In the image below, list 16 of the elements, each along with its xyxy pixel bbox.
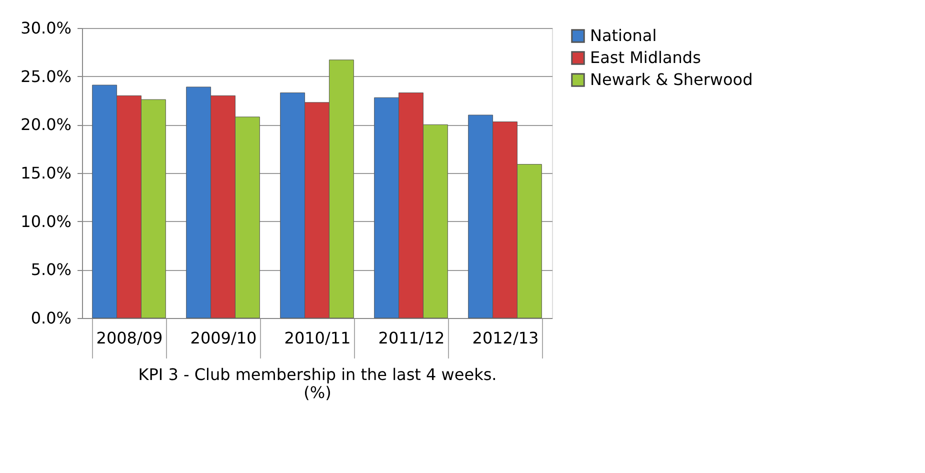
legend-label: East Midlands [590, 48, 701, 67]
y-tick-label: 25.0% [20, 66, 72, 86]
x-tick-label: 2009/10 [190, 328, 257, 348]
y-tick-label: 10.0% [20, 212, 72, 231]
x-tick-label: 2012/13 [472, 328, 539, 348]
y-tick-label: 5.0% [30, 260, 72, 280]
legend-label: Newark & Sherwood [590, 70, 753, 89]
x-tick-label: 2011/12 [378, 328, 445, 348]
x-tick-label: 2008/09 [96, 328, 163, 348]
y-tick-label: 30.0% [20, 18, 72, 38]
y-tick-label: 20.0% [20, 115, 72, 134]
x-tick-label: 2010/11 [284, 328, 351, 348]
x-axis-title: KPI 3 - Club membership in the last 4 weeks. (%) [138, 365, 497, 402]
y-tick-label: 0.0% [30, 308, 72, 328]
y-tick-label: 15.0% [20, 164, 72, 182]
legend-label: National [590, 26, 657, 45]
